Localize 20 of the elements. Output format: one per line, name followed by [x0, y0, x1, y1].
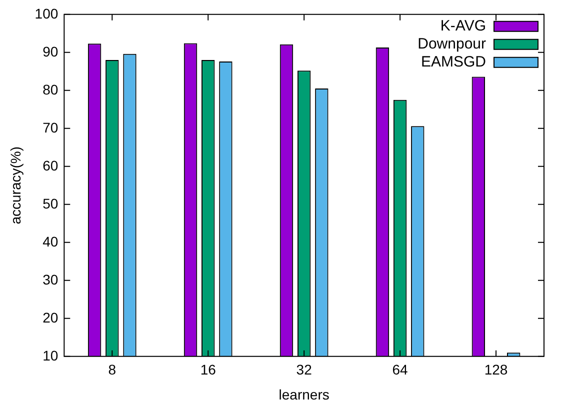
x-tick-label: 128	[484, 362, 508, 378]
y-tick-label: 80	[42, 81, 58, 98]
y-tick-label: 60	[42, 157, 58, 174]
x-tick-label: 32	[296, 362, 312, 378]
legend-label: EAMSGD	[420, 54, 486, 71]
y-axis-title: accuracy(%)	[7, 146, 24, 224]
legend-label: Downpour	[418, 36, 486, 53]
y-tick-label: 30	[42, 271, 58, 288]
y-tick-label: 20	[42, 309, 58, 326]
y-tick-label: 70	[42, 119, 58, 136]
y-tick-label: 50	[42, 195, 58, 212]
legend-label: K-AVG	[440, 18, 486, 35]
y-tick-label: 10	[42, 347, 58, 364]
y-tick-label: 100	[34, 5, 58, 22]
x-tick-label: 64	[392, 362, 408, 378]
x-tick-label: 16	[200, 362, 216, 378]
y-tick-label: 90	[42, 43, 58, 60]
x-tick-label: 8	[108, 362, 116, 378]
x-axis-title: learners	[278, 386, 330, 402]
y-tick-label: 40	[42, 233, 58, 250]
